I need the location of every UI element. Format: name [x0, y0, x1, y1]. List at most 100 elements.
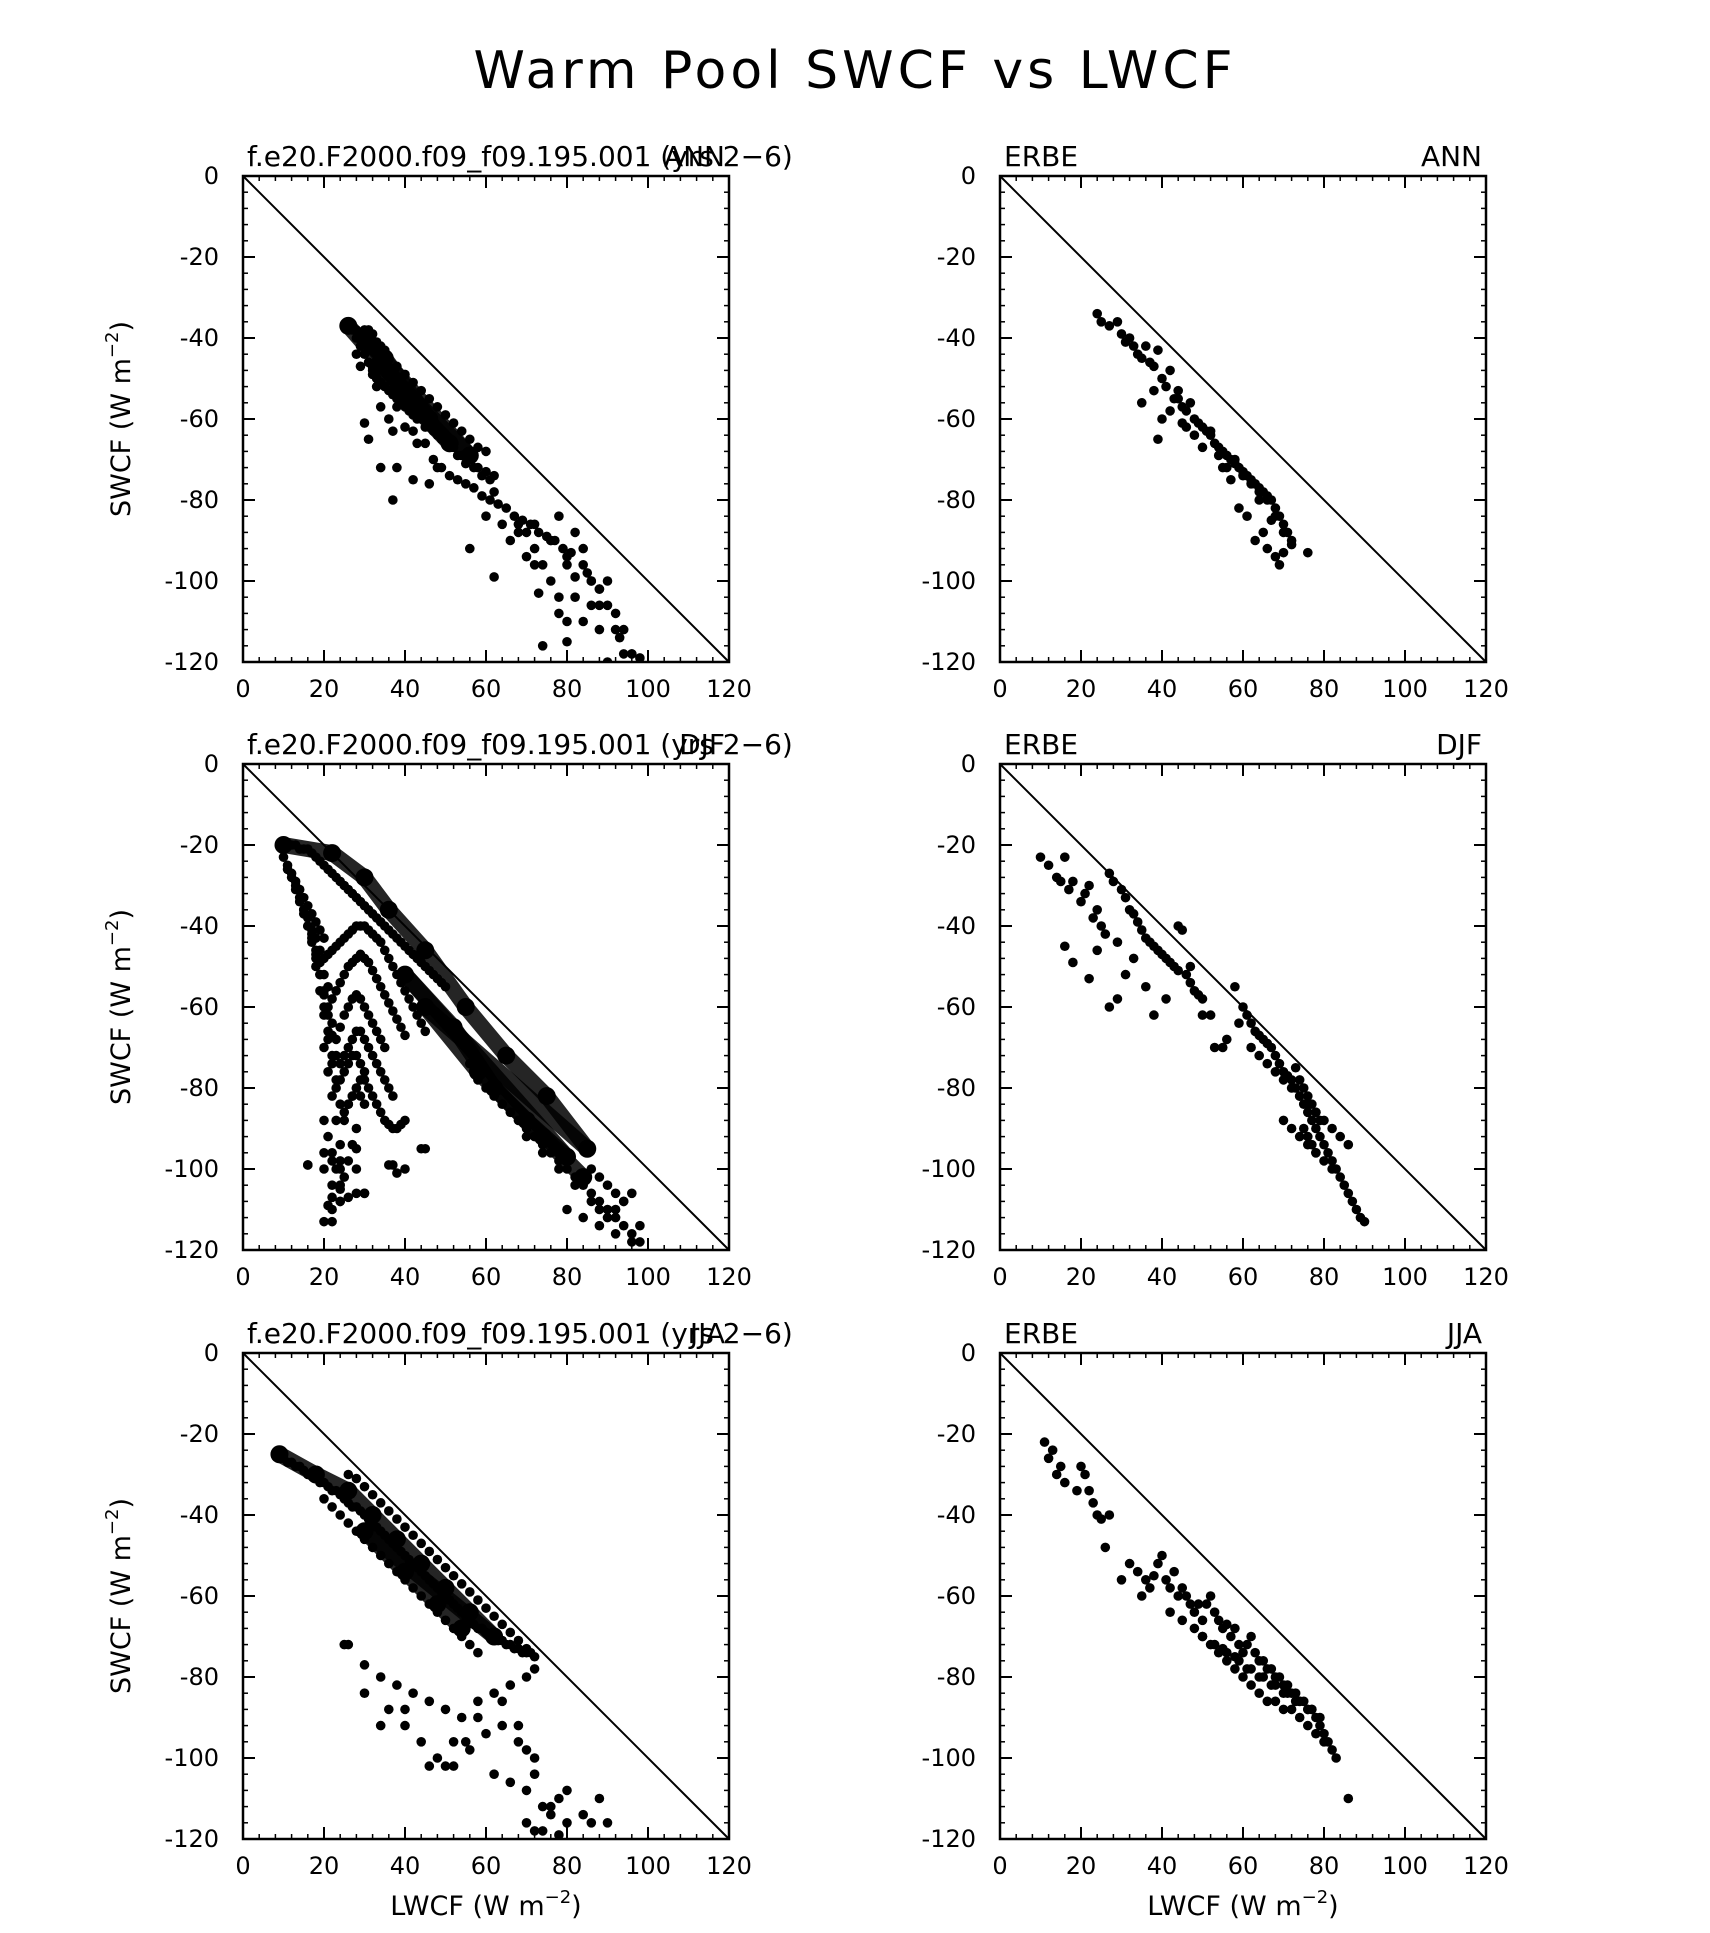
- data-point: [1262, 1696, 1273, 1707]
- data-point: [1189, 430, 1200, 441]
- data-point: [400, 369, 410, 380]
- data-point: [614, 632, 625, 643]
- data-point: [331, 986, 341, 996]
- data-point: [351, 1164, 362, 1174]
- data-point: [396, 977, 406, 988]
- data-point: [359, 1481, 370, 1492]
- data-point: [594, 1220, 605, 1231]
- data-point: [578, 1180, 588, 1190]
- data-point: [1307, 1099, 1317, 1109]
- data-point: [412, 1010, 422, 1020]
- data-point: [1250, 535, 1260, 546]
- data-point: [440, 981, 451, 992]
- data-point: [465, 543, 475, 554]
- y-tick-label: -80: [937, 1663, 976, 1691]
- data-point: [586, 1196, 597, 1207]
- data-point: [424, 1761, 435, 1771]
- data-point: [1246, 479, 1256, 489]
- data-point: [562, 560, 572, 570]
- x-tick-label: 0: [992, 1852, 1007, 1880]
- data-point: [448, 1737, 459, 1747]
- data-point: [278, 852, 289, 862]
- data-point: [582, 568, 593, 578]
- data-point: [375, 981, 386, 992]
- data-point: [1197, 1010, 1208, 1020]
- data-point: [1327, 1123, 1337, 1134]
- data-point: [594, 1793, 605, 1804]
- data-point: [1303, 547, 1313, 558]
- data-point: [1258, 1672, 1269, 1682]
- data-point: [323, 1026, 333, 1037]
- data-point: [363, 1083, 374, 1093]
- x-tick-label: 120: [706, 1852, 752, 1880]
- data-point: [521, 1643, 532, 1654]
- data-point: [1120, 969, 1131, 980]
- data-point: [375, 1672, 386, 1682]
- data-point: [351, 333, 362, 343]
- data-point: [359, 1660, 370, 1670]
- y-tick-label: -20: [180, 1420, 219, 1448]
- data-point: [1096, 1514, 1107, 1524]
- data-point: [1100, 929, 1111, 939]
- scatter-panel-3: 0 20 40 60 80 100 120 0 -20 -40 -60 -80 -100 -120 f.e2…: [102, 728, 793, 1291]
- data-point: [537, 560, 548, 570]
- data-point: [1270, 503, 1281, 513]
- data-point: [521, 1818, 532, 1828]
- x-tick-label: 120: [706, 675, 752, 703]
- data-point: [343, 1042, 354, 1053]
- data-point: [420, 422, 431, 432]
- data-point: [384, 1558, 394, 1569]
- data-point: [1327, 1745, 1337, 1755]
- data-point: [1226, 474, 1236, 485]
- data-point: [307, 937, 317, 947]
- data-point: [586, 1164, 597, 1174]
- data-point: [303, 921, 313, 931]
- data-point: [448, 1570, 459, 1581]
- x-tick-label: 100: [1382, 675, 1428, 703]
- dense-cluster-band: [486, 1080, 551, 1145]
- data-point: [1141, 341, 1151, 351]
- data-point: [1068, 957, 1078, 968]
- x-tick-label: 100: [625, 1852, 671, 1880]
- data-point: [1278, 1704, 1289, 1715]
- data-point: [444, 442, 455, 453]
- data-point: [335, 1022, 346, 1033]
- data-point: [505, 535, 516, 546]
- data-point: [1266, 1042, 1277, 1053]
- data-point: [1278, 527, 1289, 538]
- data-point: [1222, 1034, 1232, 1045]
- data-point: [578, 616, 588, 627]
- y-axis-label-exponent: −2: [102, 332, 123, 359]
- data-point: [1262, 1058, 1273, 1069]
- data-point: [1294, 1131, 1305, 1142]
- data-point: [1189, 1623, 1200, 1634]
- data-point: [1161, 1575, 1171, 1585]
- data-point: [1136, 925, 1147, 935]
- reference-line: [242, 763, 730, 1251]
- data-points: [339, 316, 645, 662]
- data-point: [1161, 994, 1171, 1004]
- data-point: [1153, 434, 1163, 445]
- data-point: [379, 1075, 390, 1085]
- data-point: [1185, 977, 1196, 988]
- data-point: [363, 1010, 374, 1020]
- data-point: [367, 365, 378, 376]
- data-point: [355, 994, 366, 1004]
- data-point: [465, 1639, 475, 1650]
- data-point: [1238, 1672, 1248, 1682]
- data-point: [375, 1034, 386, 1045]
- data-point: [570, 592, 580, 602]
- data-point: [1128, 909, 1139, 919]
- data-point: [570, 1180, 580, 1190]
- data-point: [1209, 1639, 1220, 1650]
- data-point: [290, 884, 301, 895]
- data-point: [375, 1067, 386, 1077]
- data-point: [408, 1583, 418, 1593]
- y-tick-label: 0: [961, 750, 976, 778]
- data-point: [1104, 321, 1115, 331]
- data-point: [465, 1745, 475, 1755]
- data-point: [1055, 1461, 1066, 1472]
- data-point: [1185, 961, 1196, 972]
- data-point: [1250, 1647, 1260, 1658]
- data-point: [1116, 329, 1127, 339]
